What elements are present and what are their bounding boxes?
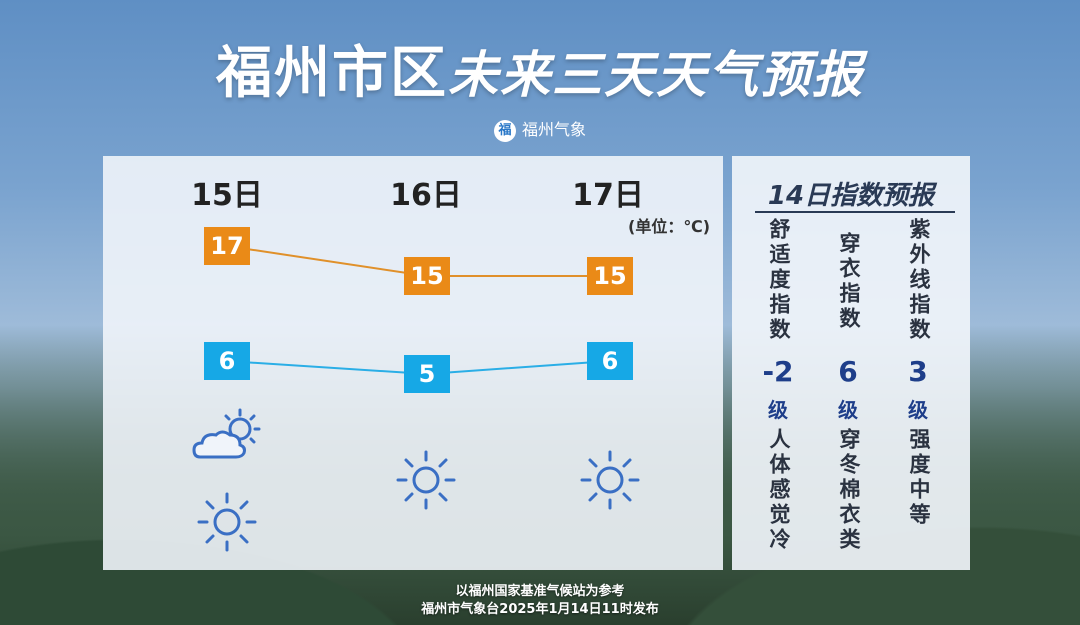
day-1-date: 15日 xyxy=(191,178,263,213)
fuzhou-weather-logo-icon: 福 xyxy=(493,119,516,142)
comfort-index-desc: 人体感觉冷 xyxy=(767,428,791,553)
title-subject: 未来三天天气预报 xyxy=(448,46,864,104)
sun-icon xyxy=(580,450,640,510)
clothing-index-value: 6 xyxy=(838,355,858,388)
day-2-low-temp: 5 xyxy=(404,355,450,393)
comfort-index-label: 舒适度指数 xyxy=(767,218,791,343)
day-3-low-temp: 6 xyxy=(587,342,633,380)
title-city: 福州市区 xyxy=(216,41,448,106)
index-title-underline xyxy=(755,211,955,213)
uv-index-value: 3 xyxy=(908,355,928,388)
day-3-date: 17日 xyxy=(572,178,644,213)
uv-index-label: 紫外线指数 xyxy=(907,218,931,343)
comfort-index-value: -2 xyxy=(762,355,794,388)
day-2-high-temp: 15 xyxy=(404,257,450,295)
day-3-high-temp: 15 xyxy=(587,257,633,295)
footer-publish-info: 福州市气象台2025年1月14日11时发布 xyxy=(421,602,659,617)
day-1-high-temp: 17 xyxy=(204,227,250,265)
uv-index-desc: 强度中等 xyxy=(907,428,931,528)
sun-icon xyxy=(396,450,456,510)
clothing-index-level: 级 xyxy=(838,398,858,422)
page-title: 福州市区未来三天天气预报 xyxy=(0,28,1080,109)
unit-label: (单位：℃) xyxy=(628,217,711,236)
index-panel xyxy=(732,156,970,570)
clothing-index-desc: 穿冬棉衣类 xyxy=(837,428,861,553)
uv-index-level: 级 xyxy=(908,398,928,422)
day-1-low-temp: 6 xyxy=(204,342,250,380)
partly-cloudy-icon xyxy=(192,408,261,459)
brand: 福福州气象 xyxy=(0,116,1080,142)
day-2-date: 16日 xyxy=(390,178,462,213)
clothing-index-label: 穿衣指数 xyxy=(837,232,861,332)
sun-icon xyxy=(197,492,257,552)
index-title: 14日指数预报 xyxy=(767,181,935,211)
comfort-index-level: 级 xyxy=(768,398,788,422)
brand-name: 福州气象 xyxy=(521,120,586,139)
footer-reference: 以福州国家基准气候站为参考 xyxy=(455,584,625,599)
